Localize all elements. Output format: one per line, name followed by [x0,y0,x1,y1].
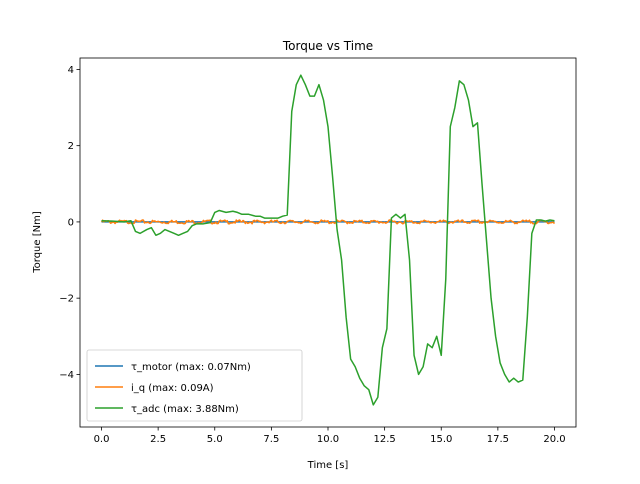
y-tick-label: −4 [59,370,74,381]
y-tick-label: 0 [68,217,74,228]
x-tick-label: 17.5 [487,434,509,445]
y-tick-label: −2 [59,294,74,305]
x-tick-label: 7.5 [263,434,279,445]
x-tick-label: 20.0 [543,434,565,445]
legend-label: τ_motor (max: 0.07Nm) [131,362,251,373]
x-tick-label: 15.0 [430,434,452,445]
x-tick-label: 0.0 [94,434,110,445]
x-tick-label: 12.5 [373,434,395,445]
y-tick-label: 4 [68,65,74,76]
y-axis-label: Torque [Nm] [32,211,43,274]
chart-title: Torque vs Time [282,39,373,53]
x-tick-label: 10.0 [317,434,339,445]
y-tick-label: 2 [68,141,74,152]
legend-label: τ_adc (max: 3.88Nm) [131,404,239,415]
legend-label: i_q (max: 0.09A) [131,383,214,394]
x-tick-label: 2.5 [150,434,166,445]
legend: τ_motor (max: 0.07Nm) i_q (max: 0.09A) τ_a… [87,350,302,421]
x-tick-label: 5.0 [207,434,223,445]
x-axis-label: Time [s] [307,460,349,471]
